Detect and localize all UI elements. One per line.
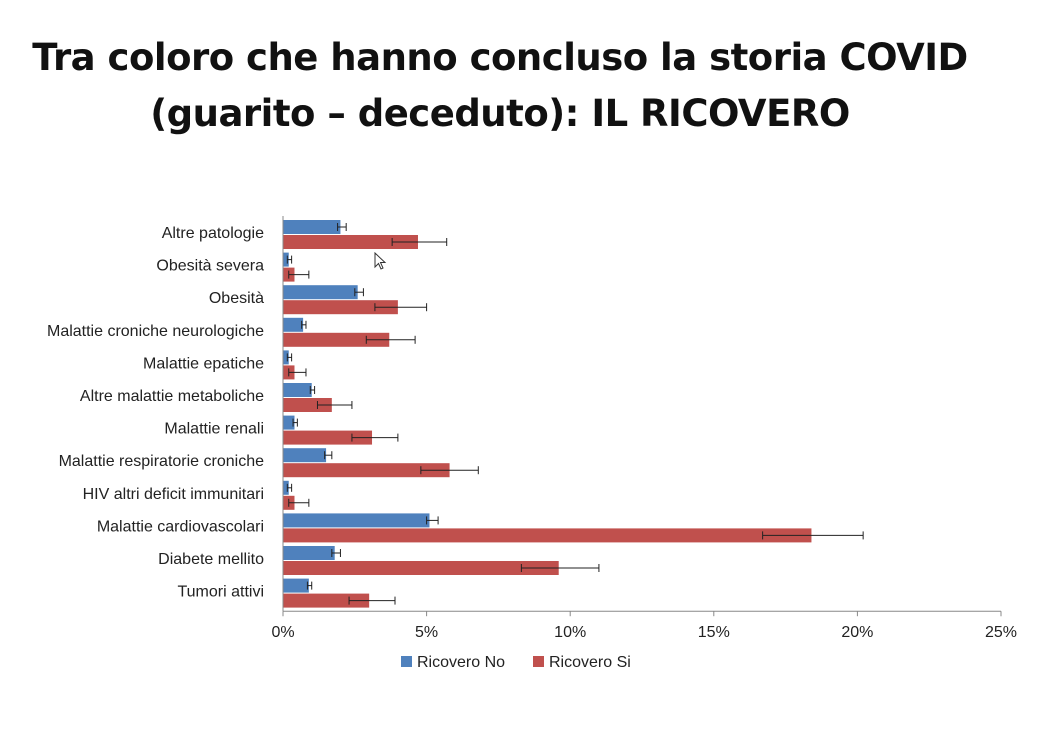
bar — [283, 317, 304, 332]
legend-swatch — [533, 656, 544, 667]
category-label: Obesità — [209, 290, 264, 307]
category-label: Diabete mellito — [158, 551, 264, 568]
bar — [283, 350, 289, 365]
bar — [283, 578, 309, 593]
x-tick-label: 15% — [698, 624, 730, 641]
legend-label: Ricovero No — [417, 654, 505, 671]
bar — [283, 463, 450, 478]
bar — [283, 398, 332, 412]
bar — [283, 448, 327, 463]
bar — [283, 235, 418, 249]
category-label: Malattie renali — [164, 421, 264, 438]
x-tick-label: 0% — [271, 624, 294, 641]
slide-title: Tra coloro che hanno concluso la storia … — [0, 30, 1000, 142]
bar — [283, 546, 335, 560]
category-label: Malattie epatiche — [143, 355, 264, 372]
bar — [283, 415, 295, 430]
x-tick-label: 10% — [554, 624, 586, 641]
legend-swatch — [401, 656, 412, 667]
bar — [283, 220, 341, 234]
bar — [283, 252, 289, 267]
x-tick-label: 20% — [841, 624, 873, 641]
legend-label: Ricovero Si — [549, 654, 631, 671]
category-label: Obesità severa — [156, 258, 264, 275]
bar — [283, 300, 398, 315]
bar — [283, 383, 312, 397]
x-tick-label: 25% — [985, 624, 1017, 641]
category-label: Altre patologie — [162, 225, 264, 242]
category-label: Malattie croniche neurologiche — [47, 323, 264, 340]
slide-title-line2: (guarito – deceduto): IL RICOVERO — [150, 92, 850, 135]
bar — [283, 513, 430, 528]
bar — [283, 528, 812, 543]
category-label: Malattie respiratorie croniche — [59, 453, 265, 470]
bar — [283, 332, 390, 347]
category-label: Tumori attivi — [177, 584, 264, 601]
category-label: Altre malattie metaboliche — [80, 388, 264, 405]
bar — [283, 593, 370, 608]
x-tick-label: 5% — [415, 624, 438, 641]
category-label: HIV altri deficit immunitari — [83, 486, 264, 503]
bar — [283, 561, 559, 575]
bar — [283, 480, 289, 495]
category-label: Malattie cardiovascolari — [97, 518, 264, 535]
slide-title-line1: Tra coloro che hanno concluso la storia … — [32, 36, 968, 79]
bar — [283, 285, 358, 300]
bar — [283, 430, 373, 445]
mouse-pointer-icon — [374, 252, 387, 270]
